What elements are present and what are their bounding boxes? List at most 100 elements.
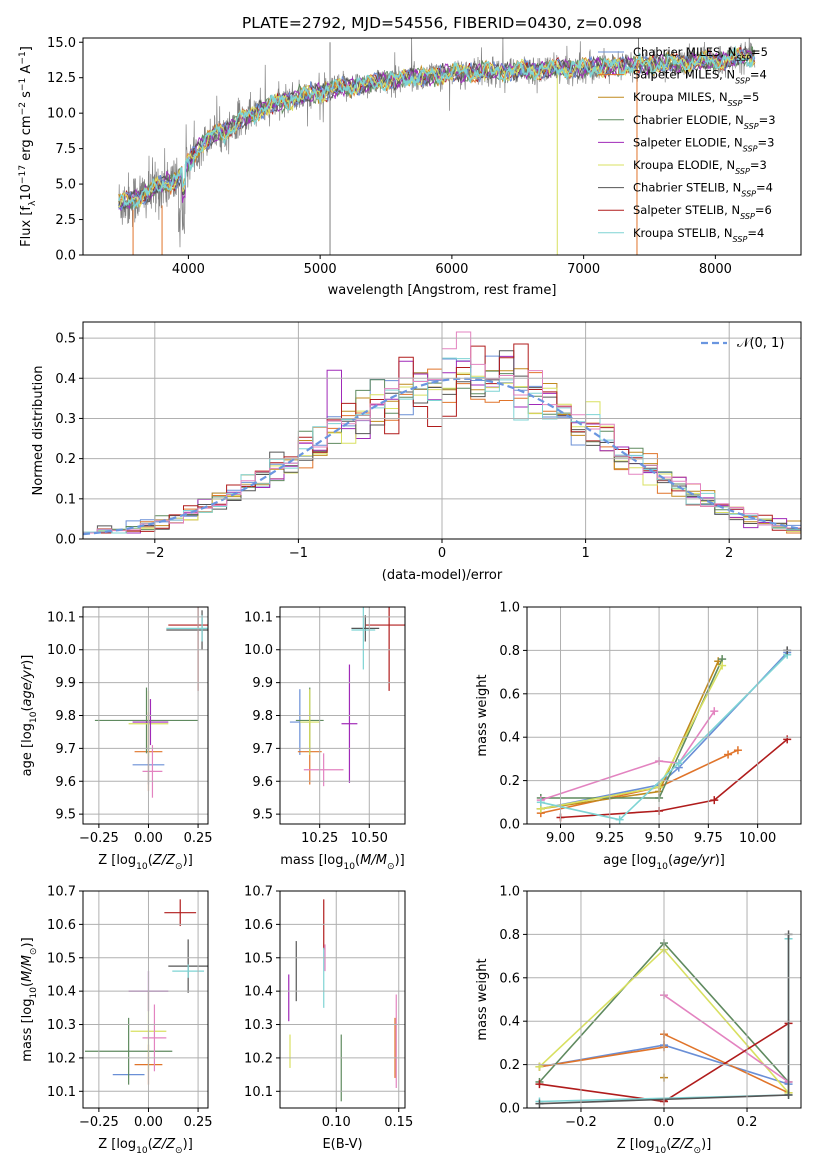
label-part: Salpeter STELIB, N — [633, 203, 740, 217]
y-tick-label: 9.5 — [55, 808, 76, 823]
y-tick-label: 0.0 — [55, 533, 76, 548]
label-part: age/yr — [673, 853, 716, 868]
errorbar-point-extra_pink — [142, 745, 163, 798]
model-kroupa_stelib — [118, 45, 755, 210]
axes-frame — [82, 606, 209, 825]
errorbar-point-chabrier_elodie — [84, 1017, 173, 1085]
x-tick-label: 10.00 — [739, 831, 776, 846]
label-part: Kroupa ELODIE, N — [633, 158, 735, 172]
axes-frame — [82, 321, 802, 540]
x-tick-label: 0.00 — [134, 1115, 163, 1130]
label-part: 10 — [19, 184, 34, 201]
label-part: )] — [20, 655, 35, 665]
label-part: =4 — [750, 68, 767, 82]
y-tick-label: 10.3 — [244, 1018, 273, 1033]
y-tick-label: 15.0 — [47, 36, 76, 51]
label-part: Z/Z — [152, 853, 176, 868]
x-tick-label: 9.00 — [546, 831, 575, 846]
y-axis-label: mass [log10(M/M⊙)] — [20, 937, 39, 1061]
y-tick-label: 0.6 — [499, 971, 520, 986]
errorbar-point-kroupa_stelib — [351, 607, 376, 670]
label-part: 10 — [29, 987, 39, 999]
label-part: ⊙ — [175, 862, 183, 872]
y-tick-label: 0.0 — [55, 249, 76, 264]
y-tick-label: 0.6 — [499, 687, 520, 702]
label-part: ( — [668, 853, 673, 868]
label-part: ( — [148, 853, 153, 868]
y-tick-label: 5.0 — [55, 178, 76, 193]
errorbar-point-extra_pink — [142, 1004, 167, 1072]
x-axis-label: Z [log10(Z/Z⊙)] — [98, 853, 193, 872]
errorbar-point-extra_pink — [303, 753, 344, 787]
label-part: =3 — [759, 113, 776, 127]
y-tick-label: 10.4 — [47, 985, 76, 1000]
label-part: )] — [20, 937, 35, 947]
y-tick-label: 10.0 — [47, 107, 76, 122]
y-axis-label: age [log10(age/yr)] — [20, 655, 39, 777]
label-part: 10 — [29, 711, 39, 723]
y-tick-label: 0.2 — [499, 1058, 520, 1073]
x-axis-label: Z [log10(Z/Z⊙)] — [617, 1137, 712, 1156]
legend-label-chabrier_miles: Chabrier MILES, NSSP=5 — [633, 45, 768, 63]
normal-curve — [83, 377, 801, 536]
legend-label-kroupa_elodie: Kroupa ELODIE, NSSP=3 — [633, 158, 767, 176]
label-part: age [log — [603, 853, 656, 868]
y-tick-label: 10.1 — [47, 610, 76, 625]
errorbar-point-kroupa_stelib — [166, 615, 208, 642]
label-part: =3 — [757, 135, 774, 149]
label-part: Chabrier MILES, N — [633, 45, 736, 59]
weight-line — [540, 658, 723, 799]
axes-spectrum: 4000 5000 6000 7000 8000 0.0 2.5 5.0 7.5 10.0 12.5… — [18, 14, 802, 298]
y-tick-label: 9.8 — [252, 709, 273, 724]
x-tick-label: 0.2 — [737, 1115, 758, 1130]
label-part: )] — [183, 1137, 193, 1152]
y-tick-label: 0.0 — [499, 1102, 520, 1117]
y-axis-label: Flux [fλ10−17 erg cm−2 s−1 A−1] — [18, 46, 38, 247]
weight-series-salpeter_miles — [536, 746, 742, 818]
label-part: 10 — [655, 1146, 667, 1156]
label-part: ( — [355, 853, 360, 868]
weight-series-kroupa_miles — [536, 657, 723, 813]
label-part: Kroupa MILES, N — [633, 90, 728, 104]
errorbar-point-salpeter_elodie — [132, 699, 169, 746]
label-part: 10 — [656, 862, 668, 872]
y-tick-label: 10.6 — [244, 918, 273, 933]
y-tick-label: 10.7 — [47, 885, 76, 900]
label-part: ( — [666, 1137, 671, 1152]
label-part: Salpeter MILES, N — [633, 68, 735, 82]
x-tick-label: 7000 — [567, 262, 600, 277]
label-part: age [log — [20, 723, 35, 776]
label-part: M/M — [20, 955, 35, 982]
x-axis-label: wavelength [Angstrom, rest frame] — [328, 283, 557, 298]
y-tick-label: 10.3 — [47, 1018, 76, 1033]
x-tick-label: 0 — [438, 546, 446, 561]
y-tick-label: 7.5 — [55, 142, 76, 157]
x-tick-label: 0.10 — [322, 1115, 351, 1130]
label-part: −1 — [18, 78, 28, 91]
y-tick-label: 0.2 — [499, 774, 520, 789]
weight-line — [540, 654, 788, 821]
x-axis-label: age [log10(age/yr)] — [603, 853, 725, 872]
legend-label-chabrier_elodie: Chabrier ELODIE, NSSP=3 — [633, 113, 776, 131]
axes-age_vs_Z: −0.25 0.00 0.25 9.5 9.6 9.7 9.8 9.9 10.0 10.1 Z [l… — [20, 606, 213, 872]
x-tick-label: 9.75 — [694, 831, 723, 846]
axes-frame — [279, 606, 406, 825]
label-part: 10 — [136, 862, 148, 872]
x-tick-label: 0.25 — [184, 831, 213, 846]
y-tick-label: 10.2 — [244, 1051, 273, 1066]
y-tick-label: 10.2 — [47, 1051, 76, 1066]
label-part: =5 — [742, 90, 759, 104]
x-tick-label: 0.00 — [134, 831, 163, 846]
weight-line — [663, 994, 789, 1083]
model-kroupa_elodie — [118, 46, 756, 208]
label-part: 10 — [136, 1146, 148, 1156]
axes-frame — [526, 890, 802, 1109]
y-tick-label: 10.1 — [244, 610, 273, 625]
label-part: Chabrier STELIB, N — [633, 181, 741, 195]
y-tick-label: 0.8 — [499, 644, 520, 659]
label-part: SSP — [728, 99, 743, 108]
label-part: SSP — [735, 76, 750, 85]
label-part: erg cm — [19, 115, 34, 164]
weight-series-extra_pink — [660, 991, 793, 1086]
